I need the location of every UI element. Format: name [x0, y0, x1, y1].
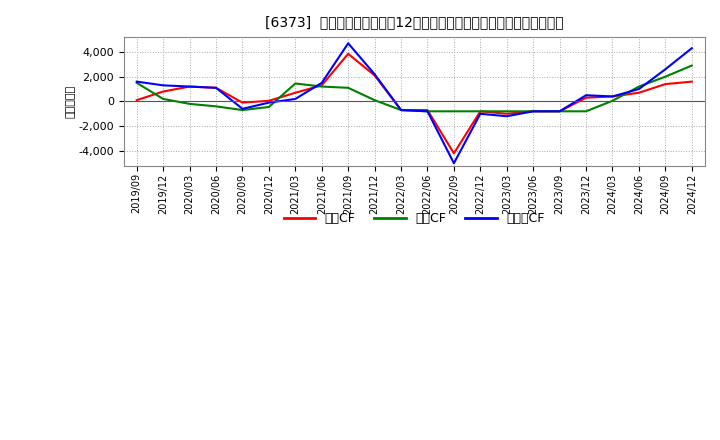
投資CF — [132, 80, 141, 85]
営業CF — [476, 109, 485, 114]
フリーCF — [397, 107, 405, 113]
投資CF — [264, 104, 273, 110]
フリーCF — [185, 84, 194, 89]
営業CF — [529, 109, 538, 114]
フリーCF — [582, 92, 590, 98]
フリーCF — [159, 83, 168, 88]
フリーCF — [238, 106, 247, 111]
営業CF — [159, 89, 168, 94]
営業CF — [608, 94, 617, 99]
フリーCF — [212, 85, 220, 91]
投資CF — [529, 109, 538, 114]
フリーCF — [688, 46, 696, 51]
営業CF — [449, 151, 458, 156]
フリーCF — [264, 100, 273, 105]
フリーCF — [449, 161, 458, 166]
フリーCF — [529, 109, 538, 114]
営業CF — [634, 90, 643, 95]
投資CF — [159, 96, 168, 102]
フリーCF — [661, 66, 670, 72]
Line: 営業CF: 営業CF — [137, 54, 692, 154]
Line: 投資CF: 投資CF — [137, 66, 692, 111]
投資CF — [582, 109, 590, 114]
Y-axis label: （百万円）: （百万円） — [66, 85, 76, 118]
フリーCF — [291, 96, 300, 102]
営業CF — [423, 107, 432, 113]
投資CF — [634, 84, 643, 89]
投資CF — [608, 98, 617, 103]
フリーCF — [634, 86, 643, 92]
営業CF — [185, 84, 194, 89]
営業CF — [264, 98, 273, 103]
営業CF — [582, 95, 590, 100]
投資CF — [344, 85, 353, 91]
投資CF — [449, 109, 458, 114]
Legend: 営業CF, 投資CF, フリーCF: 営業CF, 投資CF, フリーCF — [279, 207, 550, 230]
Title: [6373]  キャッシュフローの12か月移動合計の対前年同期増減額の推移: [6373] キャッシュフローの12か月移動合計の対前年同期増減額の推移 — [265, 15, 564, 29]
フリーCF — [476, 111, 485, 117]
営業CF — [212, 85, 220, 91]
営業CF — [291, 90, 300, 95]
投資CF — [688, 63, 696, 68]
投資CF — [318, 84, 326, 89]
投資CF — [212, 104, 220, 109]
投資CF — [370, 98, 379, 103]
投資CF — [423, 109, 432, 114]
投資CF — [291, 81, 300, 86]
営業CF — [397, 107, 405, 113]
営業CF — [503, 111, 511, 117]
フリーCF — [132, 79, 141, 84]
投資CF — [503, 109, 511, 114]
投資CF — [238, 107, 247, 113]
フリーCF — [503, 114, 511, 119]
フリーCF — [608, 94, 617, 99]
フリーCF — [318, 80, 326, 85]
営業CF — [370, 73, 379, 78]
投資CF — [661, 74, 670, 79]
投資CF — [555, 109, 564, 114]
投資CF — [185, 101, 194, 106]
営業CF — [555, 109, 564, 114]
フリーCF — [555, 109, 564, 114]
営業CF — [344, 51, 353, 56]
営業CF — [132, 98, 141, 103]
Line: フリーCF: フリーCF — [137, 43, 692, 163]
営業CF — [238, 100, 247, 105]
投資CF — [397, 107, 405, 113]
営業CF — [318, 83, 326, 88]
フリーCF — [344, 40, 353, 46]
営業CF — [661, 81, 670, 87]
フリーCF — [423, 109, 432, 114]
営業CF — [688, 79, 696, 84]
フリーCF — [370, 72, 379, 77]
投資CF — [476, 109, 485, 114]
